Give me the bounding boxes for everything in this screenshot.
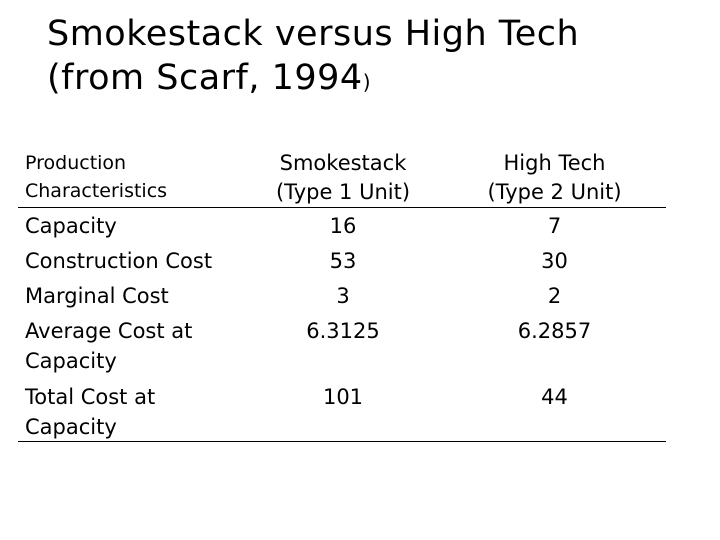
table-row: Marginal Cost 3 2 [18, 278, 666, 313]
row-label: Capacity [25, 214, 117, 238]
header-high-tech-line-1: High Tech [503, 151, 606, 175]
row-label-line-1: Average Cost at [25, 319, 193, 343]
header-high-tech: High Tech (Type 2 Unit) [443, 149, 666, 207]
row-label: Construction Cost [25, 249, 213, 273]
row-label: Average Cost at Capacity [18, 316, 243, 376]
slide-title-line-1: Smokestack versus High Tech [47, 14, 580, 54]
header-smokestack: Smokestack (Type 1 Unit) [243, 149, 443, 207]
high-tech-value: 44 [541, 385, 568, 409]
row-label-line-2: Capacity [25, 349, 117, 373]
row-label-line-1: Total Cost at [25, 385, 156, 409]
table-body: Capacity 16 7 Construction Cost 53 30 Ma… [18, 208, 666, 442]
slide-title-line-2-text: (from Scarf, 1994 [47, 58, 363, 98]
table-header-row: Production Characteristics Smokestack (T… [18, 145, 666, 208]
smokestack-value: 6.3125 [306, 319, 380, 343]
smokestack-value: 16 [329, 214, 357, 238]
table-row: Average Cost at Capacity 6.3125 6.2857 [18, 313, 666, 379]
header-high-tech-line-2: (Type 2 Unit) [487, 180, 622, 204]
smokestack-value: 101 [322, 385, 364, 409]
table-row: Total Cost at Capacity 101 44 [18, 379, 666, 439]
high-tech-value: 30 [541, 249, 568, 273]
table-row: Construction Cost 53 30 [18, 243, 666, 278]
high-tech-value: 2 [547, 284, 562, 308]
table-row: Capacity 16 7 [18, 208, 666, 243]
header-characteristics: Production Characteristics [18, 149, 243, 205]
header-characteristics-line-1: Production [25, 152, 127, 174]
header-smokestack-line-2: (Type 1 Unit) [275, 180, 411, 204]
smokestack-value: 53 [329, 249, 357, 273]
row-label-line-2: Capacity [25, 415, 117, 439]
high-tech-value: 6.2857 [517, 319, 592, 343]
comparison-table: Production Characteristics Smokestack (T… [18, 145, 666, 442]
smokestack-value: 3 [336, 284, 350, 308]
high-tech-value: 7 [547, 214, 562, 238]
header-characteristics-line-2: Characteristics [25, 180, 168, 202]
row-label: Total Cost at Capacity [18, 382, 243, 442]
row-label: Marginal Cost [25, 284, 169, 308]
slide-title: Smokestack versus High Tech (from Scarf,… [47, 12, 707, 104]
slide-title-closing-paren: ) [362, 70, 371, 94]
header-smokestack-line-1: Smokestack [279, 151, 407, 175]
slide-title-line-2: (from Scarf, 1994) [47, 56, 707, 104]
